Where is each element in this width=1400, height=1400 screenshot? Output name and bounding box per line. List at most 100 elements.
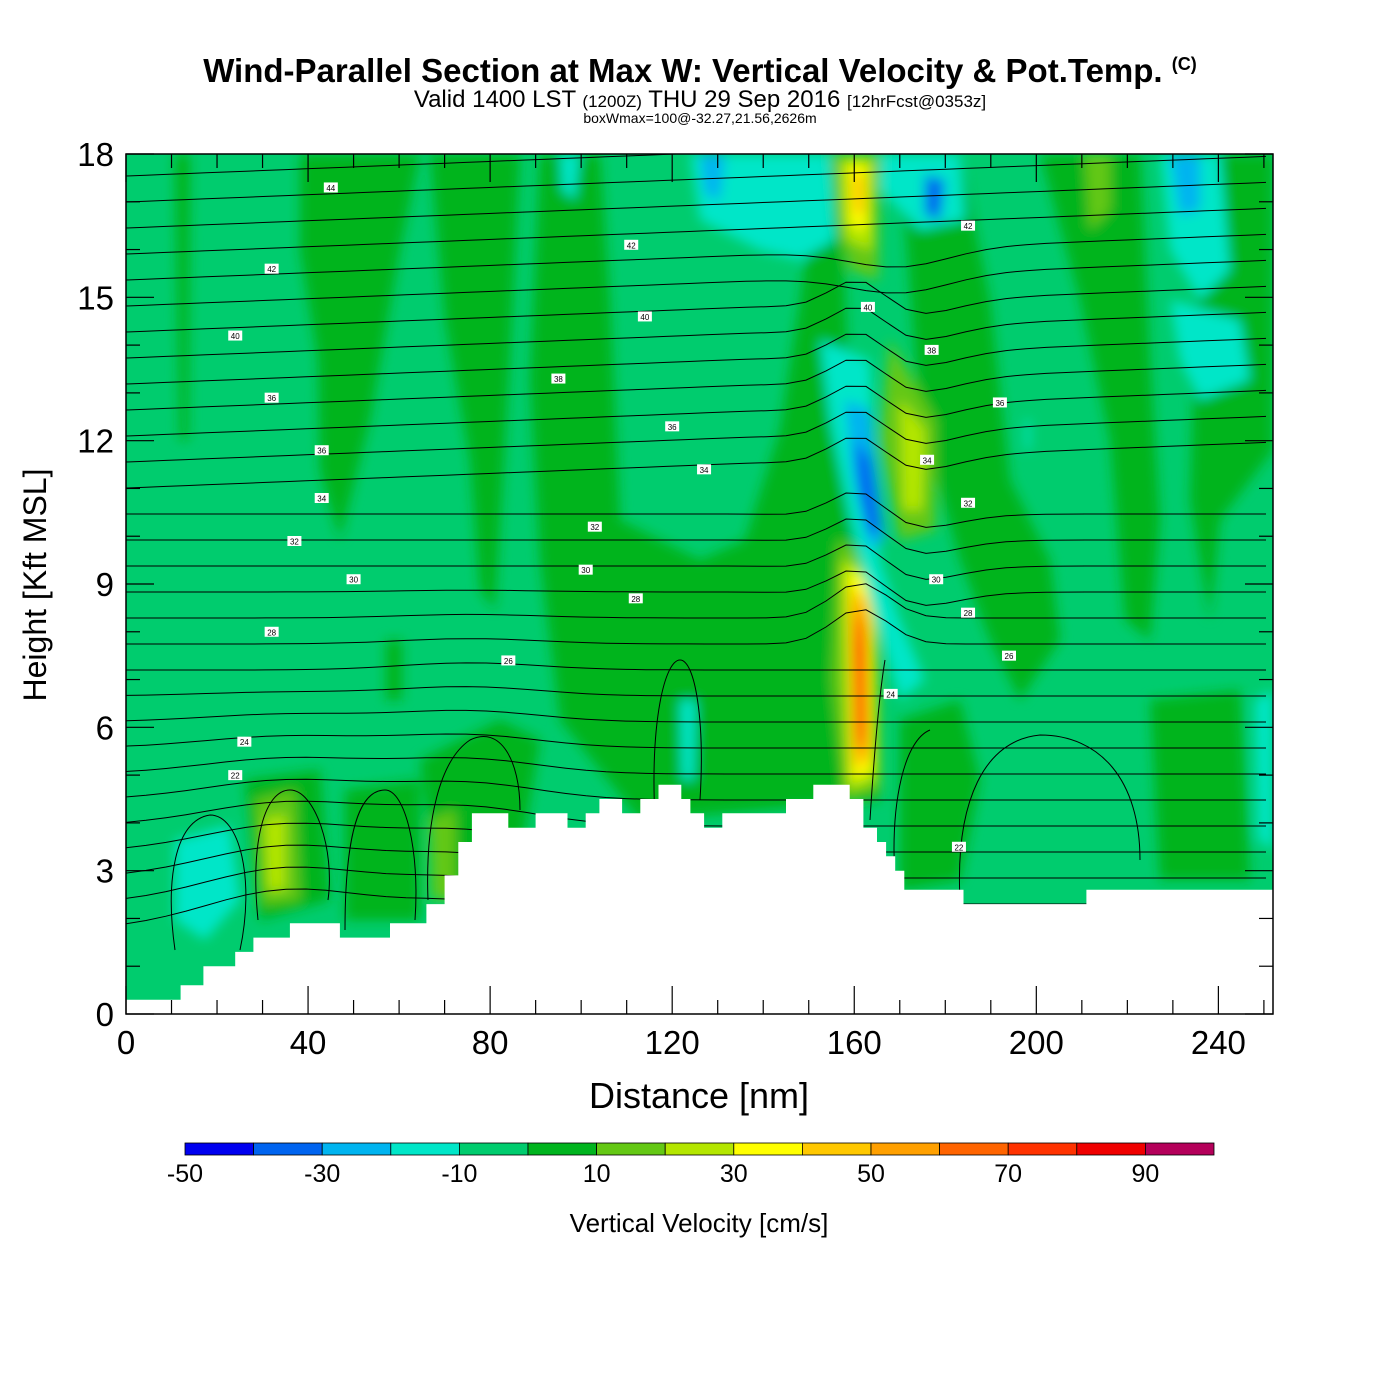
contour-label: 32: [287, 536, 302, 547]
colorbar-swatch: [939, 1142, 1009, 1156]
isentrope-line: [126, 281, 1267, 333]
contour-label: 40: [637, 311, 652, 322]
colorbar-tick-label: 90: [1131, 1160, 1159, 1188]
contour-label: 30: [929, 574, 944, 585]
chart-subtitle: Valid 1400 LST (1200Z) THU 29 Sep 2016 […: [0, 86, 1400, 114]
contour-label-box: [314, 493, 329, 503]
contour-label-text: 22: [231, 772, 240, 781]
colorbar-swatch: [870, 1142, 940, 1156]
colorbar-tick-label: -10: [441, 1160, 477, 1188]
contour-label-box: [237, 736, 252, 747]
isentrope-line: [126, 207, 1267, 255]
updraft-20-30: [265, 815, 285, 890]
contour-label-box: [228, 770, 243, 781]
contour-label-text: 34: [923, 456, 932, 465]
contour-label-text: 22: [954, 843, 963, 852]
contour-label-text: 42: [964, 222, 973, 231]
colorbar-tick-label: -30: [304, 1160, 340, 1188]
contour-label-box: [264, 626, 279, 637]
colorbar-swatch: [321, 1142, 392, 1156]
contour-label-text: 26: [504, 657, 513, 666]
colorbar-swatch: [596, 1142, 666, 1156]
colorbar-swatch: [1076, 1142, 1146, 1156]
contour-label-text: 30: [349, 576, 358, 585]
contour-label-text: 32: [964, 499, 973, 508]
contour-label-text: 36: [995, 399, 1004, 408]
colorbar-swatch: [664, 1142, 735, 1156]
isentrope-line: [126, 385, 1267, 437]
isentrope-line: [126, 233, 1267, 281]
contour-label: 36: [264, 392, 279, 403]
downdraft-20-30: [700, 154, 725, 200]
terrain-mask: [126, 784, 1273, 1014]
isentrope-line: [126, 181, 1267, 229]
velocity-field: 44 42 42 42 40 40 40 38 38 36 36 36 36 34 34 34 32 32 32 30…: [126, 154, 1273, 1014]
y-tick-labels: 0 3 6 9 12 15 18: [77, 136, 114, 1033]
downdraft-30-40: [925, 175, 945, 220]
contour-label: 24: [883, 688, 898, 699]
contour-label: 32: [587, 521, 602, 532]
contour-label-text: 40: [231, 332, 240, 341]
forecast-info: [12hrFcst@0353z]: [846, 92, 987, 111]
contour-label-box: [287, 536, 302, 546]
downdraft-region: [880, 154, 965, 230]
isentrope-line: [126, 307, 1267, 359]
colorbar-tick-label: 50: [857, 1160, 885, 1188]
contour-label-text: 36: [317, 447, 326, 456]
y-tick-label: 12: [77, 423, 114, 460]
closed-contour: [869, 659, 886, 821]
contour-label: 34: [314, 493, 329, 504]
isentrope-line: [126, 583, 1266, 619]
isentrope-line: [126, 333, 1267, 385]
closed-contour: [170, 814, 247, 951]
contour-label-text: 32: [590, 523, 599, 532]
isentrope-line: [126, 492, 1266, 528]
contour-label-box: [665, 421, 680, 432]
contour-label: 36: [992, 397, 1007, 408]
updraft-region: [300, 154, 420, 540]
closed-contour: [653, 659, 702, 821]
contour-label-box: [1002, 650, 1017, 661]
axis-ticks: [125, 153, 1273, 1015]
y-tick-label: 3: [96, 853, 114, 890]
contour-label-box: [346, 574, 361, 585]
chart-title: Wind-Parallel Section at Max W: Vertical…: [0, 52, 1400, 90]
contour-label: 28: [961, 607, 976, 618]
contour-label-text: 30: [932, 576, 941, 585]
colorbar-tick-label: -50: [167, 1160, 203, 1188]
contour-label: 36: [665, 421, 680, 432]
contour-label-text: 42: [627, 241, 636, 250]
contour-label: 44: [323, 182, 338, 193]
contour-label-box: [228, 330, 243, 341]
updraft-region: [1040, 154, 1160, 640]
isentrope-line: [126, 437, 1267, 489]
contour-label: 22: [951, 841, 966, 852]
contour-label: 42: [961, 220, 976, 231]
isentrope-line: [126, 359, 1267, 411]
contour-label-box: [264, 263, 279, 274]
contour-label-box: [624, 239, 639, 250]
updraft-region: [1150, 690, 1250, 880]
contour-label-box: [951, 841, 966, 852]
contour-label-box: [924, 344, 939, 355]
isentrope-line: [126, 778, 1266, 801]
contour-label: 26: [501, 655, 516, 666]
y-tick-label: 0: [96, 996, 114, 1033]
x-axis-label: Distance [nm]: [589, 1075, 809, 1116]
isentrope-line: [126, 609, 1266, 645]
contour-label-text: 28: [267, 628, 276, 637]
contour-label-box: [323, 182, 338, 193]
updraft-region: [430, 154, 520, 610]
copyright-mark: (C): [1171, 54, 1197, 74]
contour-label: 40: [860, 301, 875, 312]
downdraft-region: [1025, 420, 1030, 450]
closed-contour: [958, 734, 1141, 901]
x-tick-label: 80: [472, 1024, 509, 1061]
colorbar-label: Vertical Velocity [cm/s]: [570, 1208, 829, 1238]
contour-label-text: 26: [1005, 652, 1014, 661]
colorbar-tick-label: 30: [720, 1160, 748, 1188]
contour-label-text: 32: [290, 538, 299, 547]
valid-time: Valid 1400 LST: [413, 86, 576, 113]
contour-label: 42: [624, 239, 639, 250]
isentrope-line: [126, 686, 1266, 697]
